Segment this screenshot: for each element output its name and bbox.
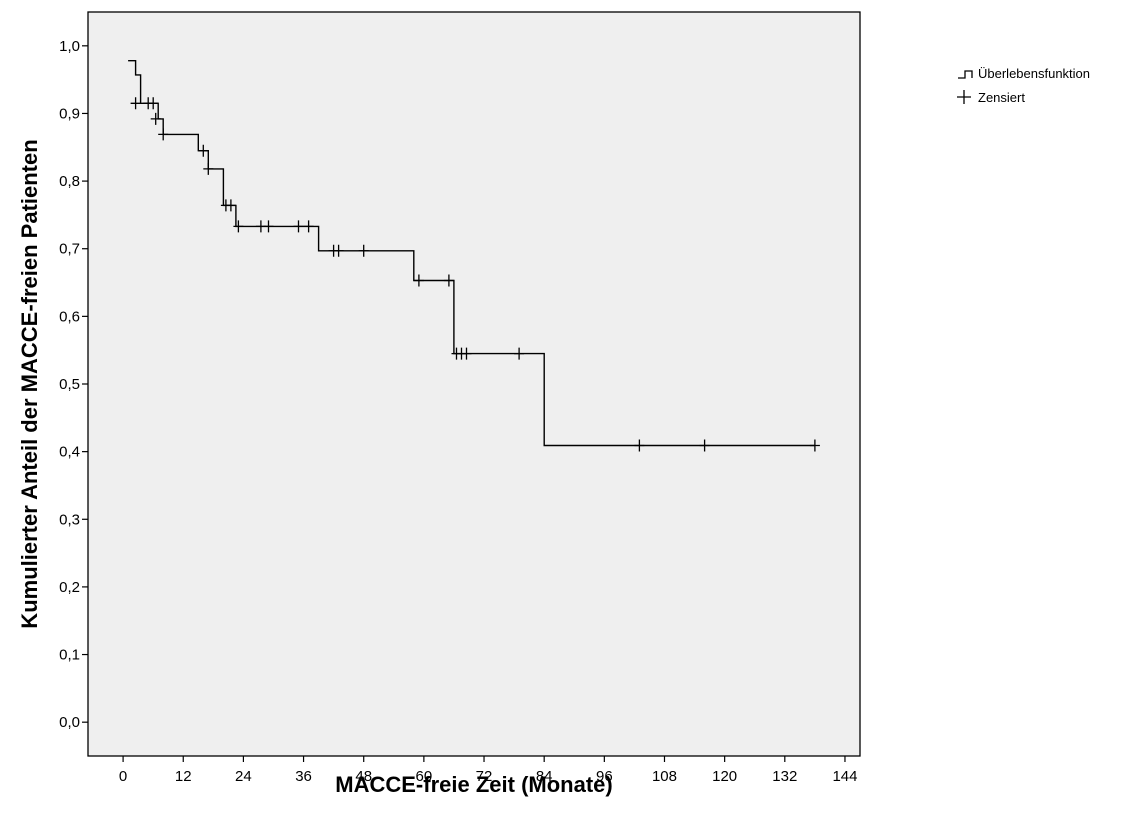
y-tick-label: 0,8 — [59, 173, 80, 190]
step-icon — [958, 70, 973, 79]
plus-icon — [957, 90, 971, 104]
y-axis-title: Kumulierter Anteil der MACCE-freien Pati… — [17, 139, 42, 628]
censor-mark — [130, 97, 141, 110]
censor-mark — [333, 244, 344, 257]
censor-mark — [303, 220, 314, 233]
censor-mark — [809, 439, 820, 452]
legend: Überlebensfunktion Zensiert — [957, 66, 1090, 105]
y-tick-label: 0,1 — [59, 647, 80, 664]
x-tick-label: 60 — [416, 768, 433, 785]
y-tick-label: 1,0 — [59, 38, 80, 55]
censor-mark — [699, 439, 710, 452]
y-tick-label: 0,2 — [59, 579, 80, 596]
legend-label-censored: Zensiert — [978, 90, 1025, 105]
y-tick-label: 0,5 — [59, 376, 80, 393]
legend-label-survival: Überlebensfunktion — [978, 66, 1090, 81]
y-tick-label: 0,9 — [59, 105, 80, 122]
x-tick-label: 96 — [596, 768, 613, 785]
censor-mark — [413, 274, 424, 287]
x-tick-label: 48 — [355, 768, 372, 785]
y-tick-label: 0,0 — [59, 714, 80, 731]
y-tick-label: 0,4 — [59, 444, 80, 461]
y-axis: 0,0 0,1 0,2 0,3 0,4 0,5 0,6 0,7 0,8 0,9 1,0 — [59, 38, 88, 731]
x-tick-label: 120 — [712, 768, 737, 785]
x-tick-label: 24 — [235, 768, 252, 785]
censor-mark — [233, 220, 244, 233]
censor-mark — [293, 220, 304, 233]
x-axis: 0 12 24 36 48 60 72 84 96 108 120 132 144 — [119, 756, 857, 785]
y-tick-label: 0,3 — [59, 511, 80, 528]
plot-area — [87, 11, 861, 757]
censor-mark — [358, 244, 369, 257]
censor-mark — [158, 128, 169, 141]
x-tick-label: 72 — [476, 768, 493, 785]
y-tick-label: 0,6 — [59, 308, 80, 325]
x-tick-label: 84 — [536, 768, 553, 785]
censor-mark — [225, 199, 236, 212]
x-tick-label: 144 — [832, 768, 857, 785]
censor-mark — [263, 220, 274, 233]
censor-mark — [148, 97, 159, 110]
x-tick-label: 0 — [119, 768, 127, 785]
censor-mark — [443, 274, 454, 287]
x-tick-label: 132 — [772, 768, 797, 785]
y-tick-label: 0,7 — [59, 241, 80, 258]
censor-marks — [130, 97, 820, 452]
x-axis-title: MACCE-freie Zeit (Monate) — [335, 772, 612, 797]
censor-mark — [203, 162, 214, 175]
censor-mark — [461, 347, 472, 360]
censor-mark — [514, 347, 525, 360]
x-tick-label: 12 — [175, 768, 192, 785]
censor-mark — [634, 439, 645, 452]
x-tick-label: 108 — [652, 768, 677, 785]
x-tick-label: 36 — [295, 768, 312, 785]
censor-mark — [198, 144, 209, 157]
censor-mark — [150, 112, 161, 125]
